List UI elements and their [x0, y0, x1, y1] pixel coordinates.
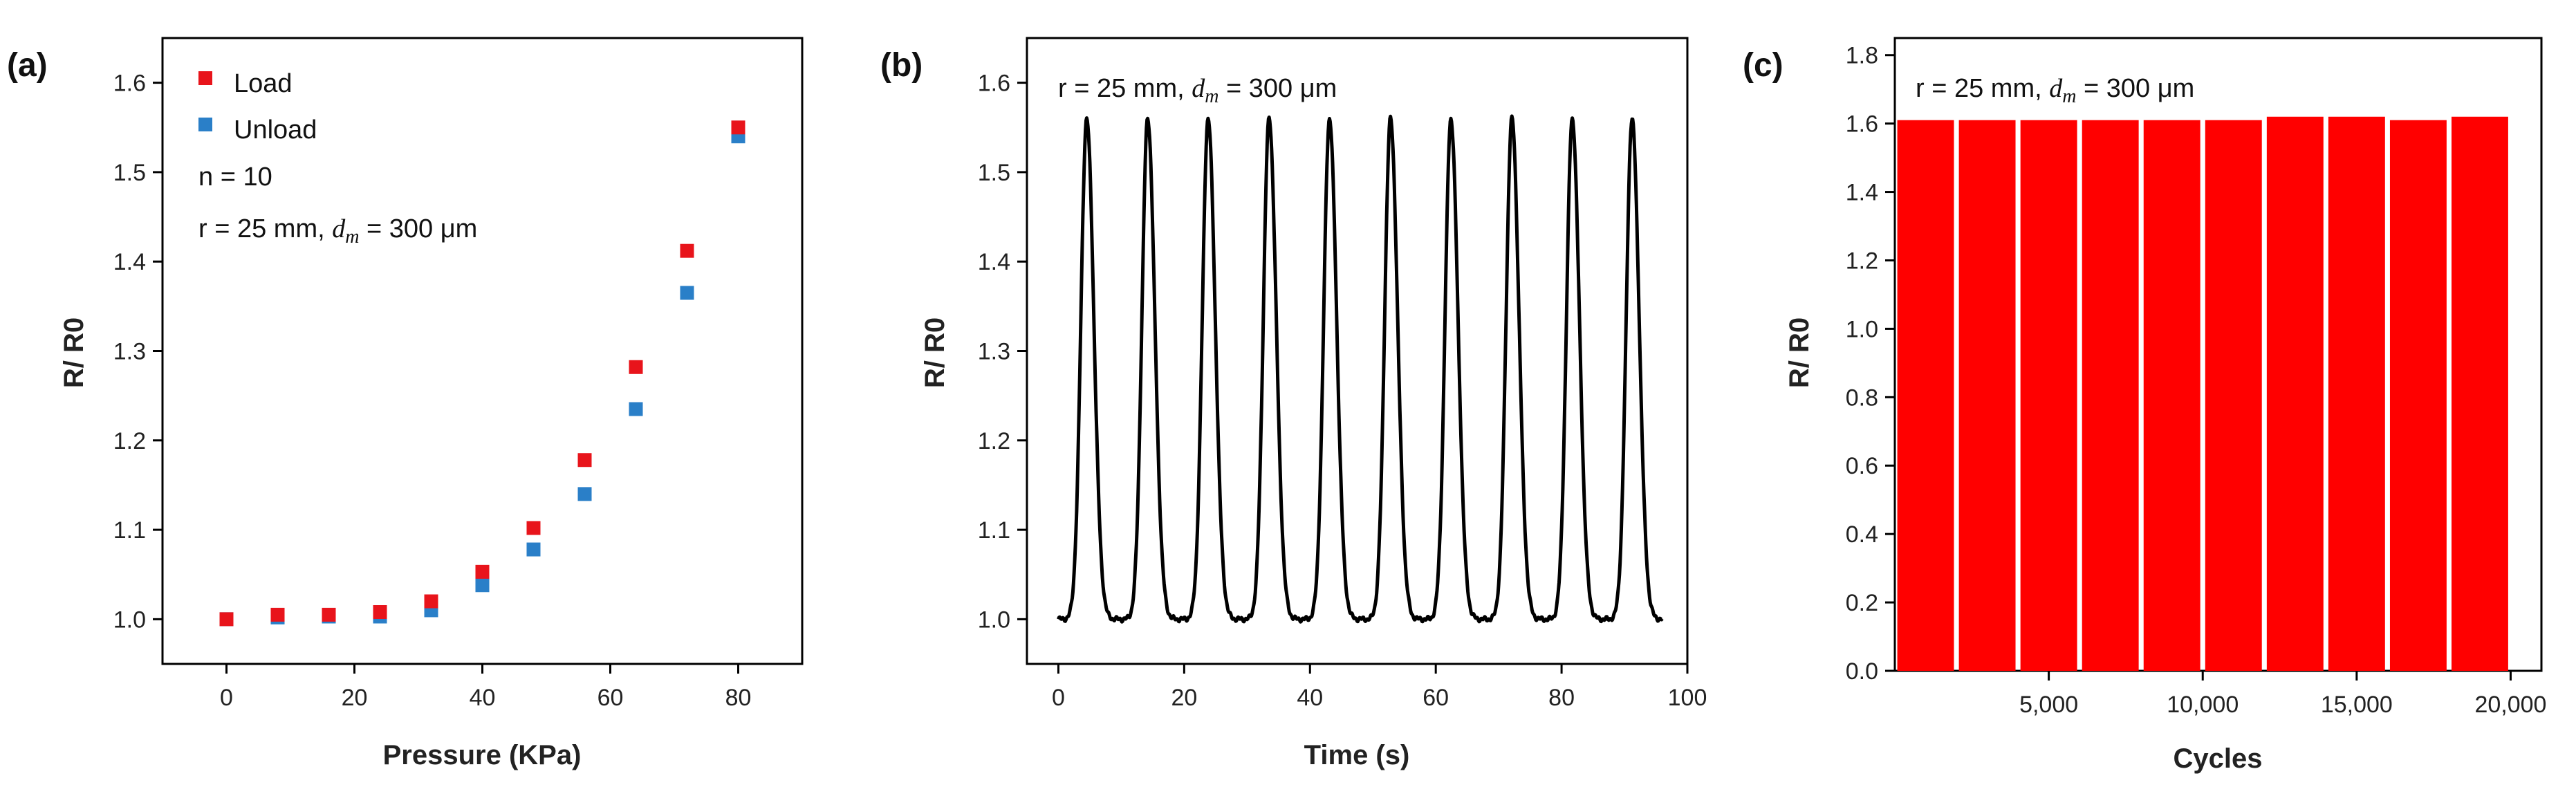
point-load — [270, 607, 285, 622]
panel-c-y-tick-label: 1.6 — [1846, 111, 1878, 138]
panel-c: (c) 5,000 10,000 15,000 20,000 0.0 0.2 0.4 0.6… — [1743, 37, 2546, 774]
bar — [2143, 120, 2200, 671]
panel-b-x-tick-label: 40 — [1297, 685, 1323, 711]
panel-b-y-tick-label: 1.5 — [978, 160, 1010, 186]
bar — [2451, 116, 2508, 671]
panel-a-y-tick-label: 1.6 — [113, 71, 146, 97]
panel-b-x-tick-label: 20 — [1171, 685, 1197, 711]
point-unload — [526, 542, 541, 557]
legend-label-load: Load — [234, 69, 293, 98]
panel-c-y-label: R/ R0 — [1784, 317, 1815, 388]
panel-c-x-tick-label: 20,000 — [2474, 692, 2546, 718]
panel-b-y-tick-label: 1.6 — [978, 71, 1010, 97]
panel-b-y-tick-label: 1.0 — [978, 607, 1010, 633]
bar — [1897, 120, 1954, 671]
panel-a-label: (a) — [7, 47, 48, 84]
panel-b-y-tick-label: 1.4 — [978, 249, 1010, 275]
annotation-geometry-c: r = 25 mm, dm = 300 μm — [1916, 74, 2194, 107]
point-load — [577, 453, 592, 468]
panel-c-x-tick-label: 5,000 — [2019, 692, 2078, 718]
panel-a-x-tick-label: 40 — [470, 685, 496, 711]
annotation-geometry-b: r = 25 mm, dm = 300 μm — [1058, 74, 1337, 107]
panel-a-y-label: R/ R0 — [59, 317, 89, 388]
bar — [2266, 116, 2324, 671]
annotation-geometry-a: r = 25 mm, dm = 300 μm — [198, 214, 477, 248]
panel-a: (a) 0 20 40 60 80 1.0 1.1 1.2 1.3 1.4 1.5 1.6 Pres… — [7, 37, 804, 770]
panel-c-y-tick-label: 0.0 — [1846, 658, 1878, 685]
panel-b-x-tick-label: 0 — [1052, 685, 1065, 711]
point-load — [680, 243, 694, 258]
panel-c-y-ticks: 0.0 0.2 0.4 0.6 0.8 1.0 1.2 1.4 1.6 1.8 — [1846, 43, 1895, 685]
panel-b-x-tick-label: 100 — [1668, 685, 1707, 711]
panel-b-x-label: Time (s) — [1304, 740, 1410, 770]
panel-c-y-tick-label: 1.2 — [1846, 248, 1878, 274]
panel-c-bars — [1897, 116, 2508, 671]
panel-a-y-tick-label: 1.4 — [113, 249, 146, 275]
panel-c-y-tick-label: 0.6 — [1846, 453, 1878, 479]
panel-a-y-ticks: 1.0 1.1 1.2 1.3 1.4 1.5 1.6 — [113, 71, 163, 633]
bar — [2020, 120, 2077, 671]
point-load — [475, 564, 490, 579]
panel-b-series-line — [1057, 114, 1664, 624]
panel-a-x-ticks: 0 20 40 60 80 — [220, 664, 751, 711]
bar — [2328, 116, 2385, 671]
point-load — [731, 120, 745, 135]
bar — [2205, 120, 2262, 671]
panel-b-y-tick-label: 1.3 — [978, 339, 1010, 365]
bar — [1958, 120, 2016, 671]
panel-a-y-tick-label: 1.1 — [113, 517, 146, 544]
panel-b-x-tick-label: 80 — [1548, 685, 1575, 711]
panel-b: (b) 0 20 40 60 80 100 1.0 1.1 1.2 1.3 1.4 1.5 1.6 T… — [880, 37, 1707, 770]
bar — [2082, 120, 2139, 671]
annotation-n: n = 10 — [198, 163, 272, 192]
panel-a-x-label: Pressure (KPa) — [383, 740, 582, 770]
point-unload — [680, 286, 694, 300]
panel-c-x-ticks: 5,000 10,000 15,000 20,000 — [2019, 671, 2546, 718]
panel-c-y-tick-label: 0.2 — [1846, 590, 1878, 616]
legend-marker-load — [198, 71, 212, 85]
panel-b-label: (b) — [880, 47, 923, 84]
panel-c-x-label: Cycles — [2174, 743, 2263, 774]
point-unload — [475, 578, 490, 593]
panel-c-x-tick-label: 10,000 — [2167, 692, 2239, 718]
point-load — [322, 607, 336, 622]
panel-b-y-label: R/ R0 — [920, 317, 950, 388]
panel-c-y-tick-label: 1.4 — [1846, 180, 1878, 206]
panel-a-y-tick-label: 1.0 — [113, 607, 146, 633]
panel-c-x-tick-label: 15,000 — [2321, 692, 2393, 718]
panel-c-label: (c) — [1743, 47, 1783, 84]
bar — [2389, 120, 2447, 671]
point-unload — [577, 487, 592, 501]
panel-b-x-tick-label: 60 — [1423, 685, 1449, 711]
point-unload — [629, 402, 643, 416]
legend-label-unload: Unload — [234, 115, 317, 145]
panel-a-x-tick-label: 80 — [725, 685, 752, 711]
panel-c-y-tick-label: 0.8 — [1846, 385, 1878, 411]
panel-b-y-tick-label: 1.2 — [978, 428, 1010, 454]
panel-a-y-tick-label: 1.2 — [113, 428, 146, 454]
point-load — [526, 521, 541, 535]
panel-b-y-tick-label: 1.1 — [978, 517, 1010, 544]
panel-a-x-tick-label: 60 — [597, 685, 624, 711]
point-load — [219, 612, 234, 627]
panel-c-y-tick-label: 1.0 — [1846, 316, 1878, 342]
panel-a-x-tick-label: 20 — [342, 685, 368, 711]
panel-a-x-tick-label: 0 — [220, 685, 233, 711]
panel-c-y-tick-label: 0.4 — [1846, 521, 1878, 548]
panel-c-y-tick-label: 1.8 — [1846, 43, 1878, 69]
panel-a-y-tick-label: 1.3 — [113, 339, 146, 365]
point-load — [373, 605, 387, 620]
panel-b-x-ticks: 0 20 40 60 80 100 — [1052, 664, 1707, 711]
panel-b-y-ticks: 1.0 1.1 1.2 1.3 1.4 1.5 1.6 — [978, 71, 1027, 633]
panel-a-y-tick-label: 1.5 — [113, 160, 146, 186]
point-load — [424, 594, 438, 609]
legend-marker-unload — [198, 118, 212, 131]
panel-a-points — [219, 120, 745, 627]
point-load — [629, 360, 643, 374]
